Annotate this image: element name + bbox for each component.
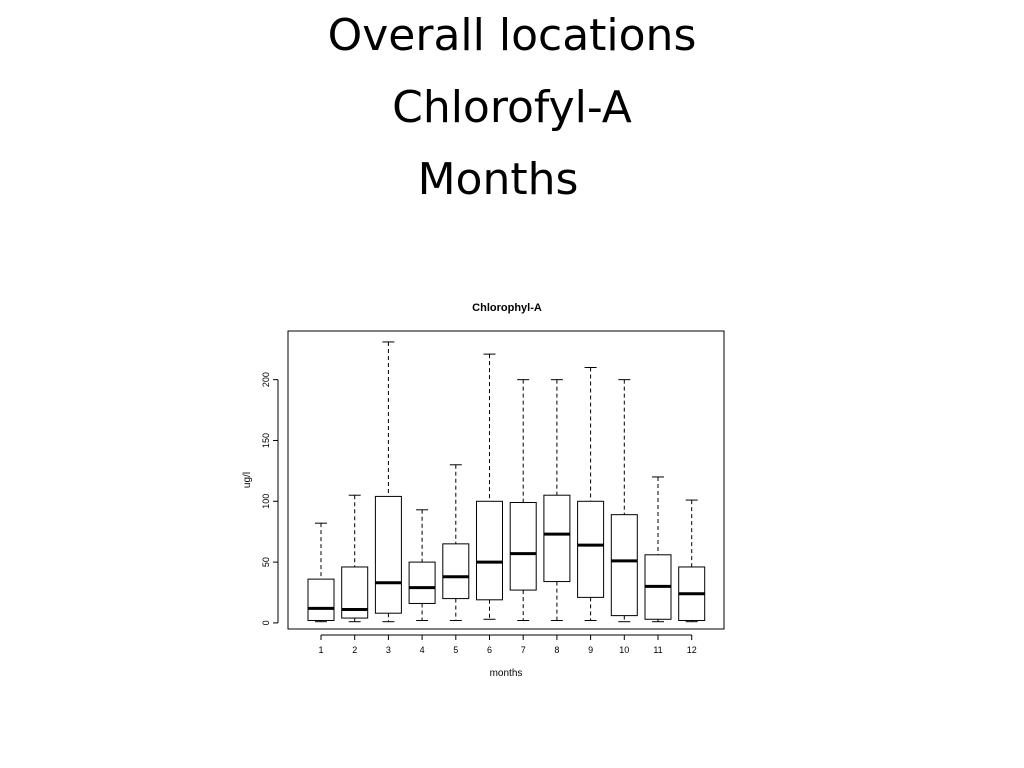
iqr-box bbox=[509, 502, 537, 591]
y-axis-label: ug/l bbox=[242, 472, 253, 488]
y-tick-label: 200 bbox=[261, 372, 271, 387]
x-tick-label: 5 bbox=[453, 645, 458, 655]
y-tick-label: 50 bbox=[261, 557, 271, 567]
chart-title: Chlorophyl-A bbox=[472, 302, 542, 314]
x-tick-label: 9 bbox=[588, 645, 593, 655]
x-tick-label: 12 bbox=[687, 645, 697, 655]
x-tick-label: 2 bbox=[352, 645, 357, 655]
x-tick-label: 7 bbox=[521, 645, 526, 655]
plot-frame bbox=[287, 330, 725, 630]
x-tick-label: 4 bbox=[420, 645, 425, 655]
title-line-3: Months bbox=[417, 154, 579, 205]
box-month-8 bbox=[543, 379, 571, 621]
title-line-2: Chlorofyl-A bbox=[392, 82, 632, 133]
x-axis-label: months bbox=[490, 668, 523, 679]
iqr-box bbox=[610, 514, 638, 617]
x-tick-label: 3 bbox=[386, 645, 391, 655]
box-month-7 bbox=[509, 379, 537, 621]
x-tick-label: 6 bbox=[487, 645, 492, 655]
box-month-9 bbox=[577, 366, 605, 621]
slide-title: Overall locations Chlorofyl-A Months bbox=[0, 0, 1024, 216]
box-month-6 bbox=[476, 353, 503, 620]
box-month-2 bbox=[341, 494, 369, 623]
box-month-3 bbox=[374, 341, 402, 623]
box-month-11 bbox=[644, 476, 672, 623]
x-tick-label: 10 bbox=[619, 645, 629, 655]
boxes-group bbox=[307, 341, 706, 623]
box-month-5 bbox=[442, 464, 470, 621]
iqr-box bbox=[408, 561, 436, 604]
iqr-box bbox=[374, 495, 402, 614]
box-month-12 bbox=[678, 499, 706, 623]
x-tick-label: 8 bbox=[554, 645, 559, 655]
iqr-box bbox=[476, 500, 503, 601]
box-month-10 bbox=[610, 379, 638, 623]
box-month-4 bbox=[408, 509, 436, 621]
iqr-box bbox=[307, 578, 335, 621]
x-tick-label: 1 bbox=[318, 645, 323, 655]
iqr-box bbox=[577, 500, 605, 598]
title-line-1: Overall locations bbox=[327, 10, 697, 61]
iqr-box bbox=[543, 494, 571, 583]
iqr-box bbox=[442, 543, 470, 600]
y-tick-label: 150 bbox=[261, 433, 271, 448]
y-axis: 0 50 100 150 200 bbox=[261, 372, 279, 625]
x-tick-label: 11 bbox=[653, 645, 662, 655]
y-tick-label: 0 bbox=[261, 620, 271, 625]
x-axis: 1 2 3 4 5 6 7 8 9 10 11 12 bbox=[318, 634, 697, 655]
box-month-1 bbox=[307, 522, 335, 623]
y-tick-label: 100 bbox=[261, 494, 271, 509]
